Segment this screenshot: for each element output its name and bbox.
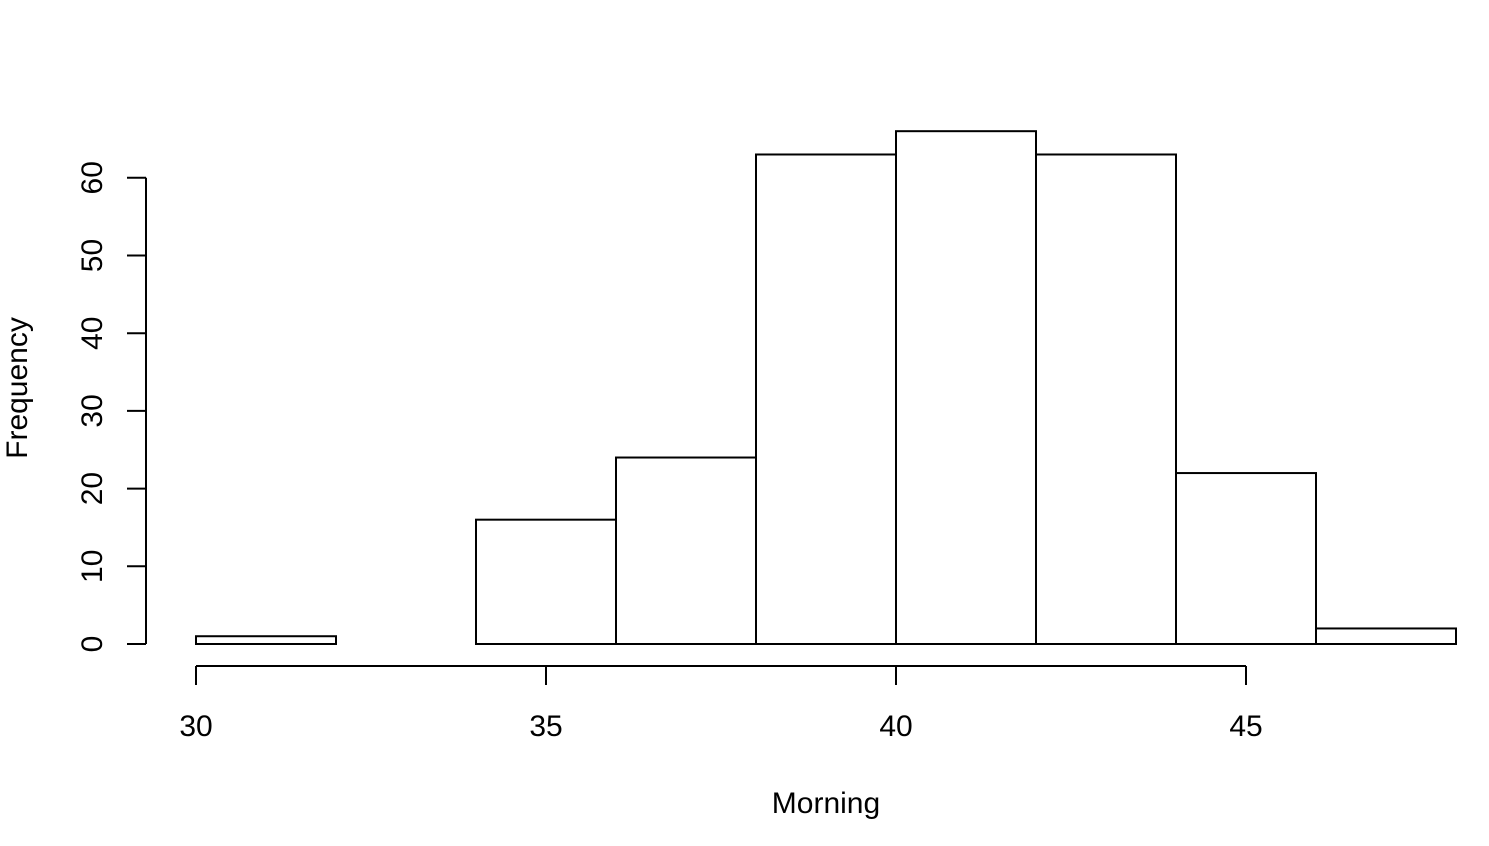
histogram-bar-36-38 [615,456,757,645]
x-tick-label: 35 [529,710,562,743]
histogram-bars [195,130,1457,646]
y-tick-label: 20 [76,472,109,505]
histogram-bar-38-40 [755,153,897,646]
histogram-bar-30-32 [195,635,337,645]
y-tick-label: 50 [76,239,109,272]
y-axis: 0 10 20 30 40 50 60 [76,161,147,653]
y-tick-label: 40 [76,317,109,350]
y-axis-title: Frequency [1,317,34,459]
y-tick-label: 30 [76,394,109,427]
x-tick-label: 30 [179,710,212,743]
x-tick-label: 40 [879,710,912,743]
histogram-bar-34-36 [475,518,617,645]
y-tick-label: 10 [76,550,109,583]
x-axis-title: Morning [772,787,880,820]
histogram-bar-40-42 [895,130,1037,645]
histogram-bar-44-46 [1175,472,1317,645]
x-axis: 30 35 40 45 [179,665,1263,743]
histogram-bar-46-48 [1315,627,1457,646]
histogram-bar-42-44 [1035,153,1177,646]
y-tick-label: 0 [76,636,109,653]
y-tick-label: 60 [76,161,109,194]
x-tick-label: 45 [1229,710,1262,743]
